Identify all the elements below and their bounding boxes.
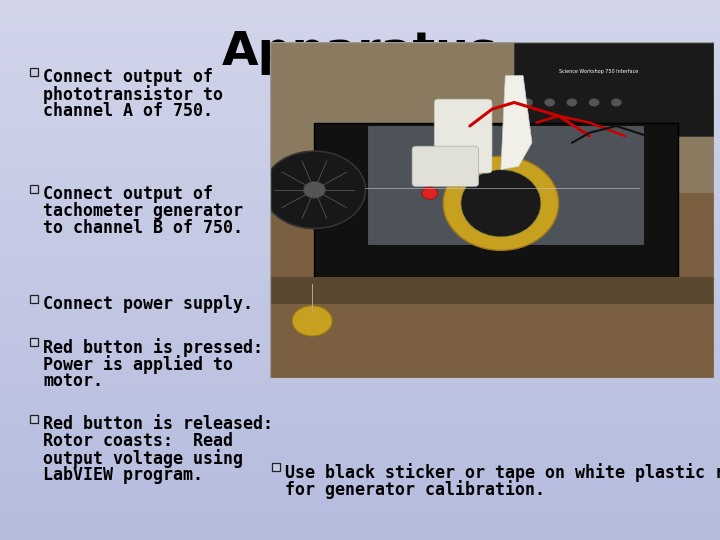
Text: tachometer generator: tachometer generator: [43, 202, 243, 220]
Text: phototransistor to: phototransistor to: [43, 85, 223, 104]
Text: for generator calibration.: for generator calibration.: [285, 480, 545, 499]
Circle shape: [589, 98, 600, 106]
Text: to channel B of 750.: to channel B of 750.: [43, 219, 243, 237]
Text: Rotor coasts:  Read: Rotor coasts: Read: [43, 432, 233, 450]
Bar: [270, 193, 714, 378]
Bar: [30, 338, 38, 346]
Text: motor.: motor.: [43, 372, 103, 390]
Circle shape: [544, 98, 555, 106]
Circle shape: [264, 151, 366, 228]
Text: Connect power supply.: Connect power supply.: [43, 295, 253, 313]
Text: Red button is released:: Red button is released:: [43, 415, 273, 433]
Text: Apparatus: Apparatus: [222, 30, 498, 75]
Bar: [272, 463, 280, 471]
Bar: [30, 68, 38, 76]
Text: Connect output of: Connect output of: [43, 68, 213, 86]
Ellipse shape: [461, 170, 541, 237]
Text: Science Workshop 750 Interface: Science Workshop 750 Interface: [559, 69, 638, 74]
Text: Red button is pressed:: Red button is pressed:: [43, 338, 263, 357]
Text: channel A of 750.: channel A of 750.: [43, 102, 213, 120]
Bar: [270, 42, 714, 193]
Circle shape: [303, 181, 325, 198]
Circle shape: [422, 187, 438, 199]
Circle shape: [522, 98, 533, 106]
FancyBboxPatch shape: [412, 146, 479, 186]
Circle shape: [567, 98, 577, 106]
Polygon shape: [501, 76, 532, 170]
Text: output voltage using: output voltage using: [43, 449, 243, 468]
Bar: [368, 126, 643, 244]
Bar: [514, 42, 714, 136]
Text: Use black sticker or tape on white plastic rotor: Use black sticker or tape on white plast…: [285, 463, 720, 482]
Bar: [30, 295, 38, 303]
FancyBboxPatch shape: [434, 99, 492, 173]
Bar: [270, 277, 714, 304]
Ellipse shape: [443, 156, 559, 251]
Circle shape: [292, 306, 332, 336]
Bar: [30, 185, 38, 193]
Text: Power is applied to: Power is applied to: [43, 355, 233, 374]
Bar: [30, 415, 38, 423]
Text: LabVIEW program.: LabVIEW program.: [43, 466, 203, 484]
Circle shape: [611, 98, 621, 106]
Bar: [315, 123, 678, 284]
Text: Connect output of: Connect output of: [43, 185, 213, 203]
